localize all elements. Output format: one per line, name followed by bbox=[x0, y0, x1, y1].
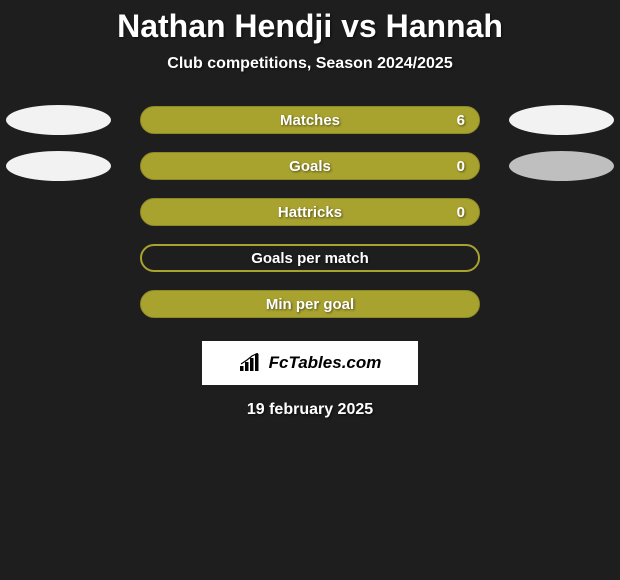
stat-bar: Goals per match bbox=[140, 244, 480, 272]
stat-label: Goals per match bbox=[251, 250, 369, 267]
page-title: Nathan Hendji vs Hannah bbox=[117, 8, 503, 45]
stat-value: 6 bbox=[457, 112, 465, 129]
stat-label: Goals bbox=[289, 158, 331, 175]
subtitle: Club competitions, Season 2024/2025 bbox=[167, 55, 452, 73]
right-value-ellipse bbox=[509, 151, 614, 181]
stat-label: Hattricks bbox=[278, 204, 342, 221]
left-value-ellipse bbox=[6, 105, 111, 135]
stat-row: Goals per match bbox=[0, 241, 620, 275]
stat-label: Matches bbox=[280, 112, 340, 129]
stats-list: Matches 6 Goals 0 Hattricks 0 Goals per match M… bbox=[0, 103, 620, 321]
stat-value: 0 bbox=[457, 158, 465, 175]
chart-icon bbox=[239, 353, 263, 373]
date-label: 19 february 2025 bbox=[247, 401, 373, 419]
brand-text: FcTables.com bbox=[269, 353, 382, 373]
stat-value: 0 bbox=[457, 204, 465, 221]
stat-row: Hattricks 0 bbox=[0, 195, 620, 229]
stat-bar: Goals 0 bbox=[140, 152, 480, 180]
stat-row: Goals 0 bbox=[0, 149, 620, 183]
stat-bar: Matches 6 bbox=[140, 106, 480, 134]
stat-row: Matches 6 bbox=[0, 103, 620, 137]
comparison-card: Nathan Hendji vs Hannah Club competition… bbox=[0, 0, 620, 419]
left-value-ellipse bbox=[6, 151, 111, 181]
right-value-ellipse bbox=[509, 105, 614, 135]
stat-bar: Min per goal bbox=[140, 290, 480, 318]
stat-bar: Hattricks 0 bbox=[140, 198, 480, 226]
stat-row: Min per goal bbox=[0, 287, 620, 321]
brand-badge: FcTables.com bbox=[202, 341, 418, 385]
stat-label: Min per goal bbox=[266, 296, 354, 313]
